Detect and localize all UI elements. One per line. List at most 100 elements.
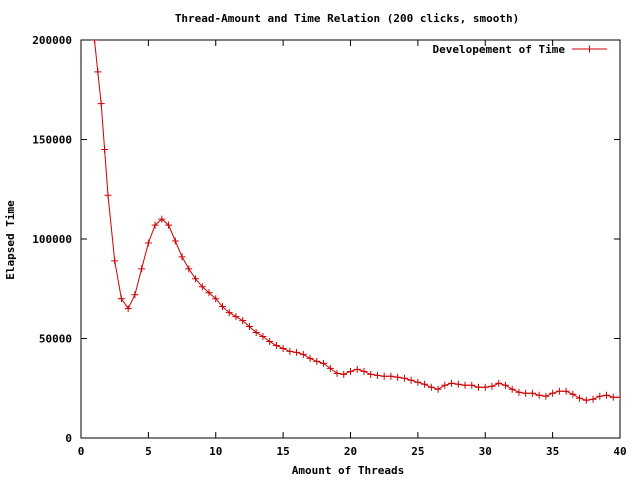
y-tick-label: 150000 [32,134,72,147]
data-point [266,337,274,345]
data-point [488,382,496,390]
y-tick-label: 0 [65,432,72,445]
data-point [158,215,166,223]
data-point [562,387,570,395]
x-tick-label: 10 [209,445,222,458]
data-point [320,359,328,367]
x-axis-label: Amount of Threads [292,464,405,477]
x-tick-label: 20 [344,445,357,458]
data-point [279,344,287,352]
chart-title: Thread-Amount and Time Relation (200 cli… [175,12,519,25]
data-point [259,333,267,341]
data-point [293,348,301,356]
data-point [192,275,200,283]
plot-area [90,40,620,404]
data-point [178,253,186,261]
data-point [347,367,354,375]
data-point [387,372,395,380]
data-point [313,357,321,365]
data-point [407,376,415,384]
data-point [373,371,381,379]
data-point [94,68,102,76]
data-point [576,394,584,402]
data-point [306,354,314,362]
data-point [522,389,530,397]
data-point [198,283,206,291]
y-tick-label: 100000 [32,233,72,246]
x-tick-label: 40 [613,445,626,458]
x-tick-label: 5 [145,445,152,458]
data-point [212,295,220,303]
data-point [448,379,456,387]
data-point [367,370,375,378]
data-point [90,40,98,44]
data-point [131,291,139,299]
data-point [171,237,179,245]
data-point [549,389,557,397]
data-point [596,392,604,400]
data-point [461,381,469,389]
axes: 0 5 10 15 20 25 30 35 40 0 50000 100000 150000 200000 [32,34,626,458]
data-point [151,221,159,229]
data-point [225,309,233,317]
data-point [360,367,368,375]
data-point [508,385,516,393]
data-point [394,373,402,381]
y-tick-label: 50000 [39,333,72,346]
data-point [340,370,348,378]
data-point [515,388,523,396]
data-point [239,317,247,325]
data-point [609,393,617,401]
data-point [111,257,119,265]
data-point [205,289,213,297]
x-tick-label: 30 [479,445,492,458]
series-line [94,40,620,401]
data-point [286,347,294,355]
data-point [555,387,563,395]
x-tick-label: 15 [277,445,290,458]
data-point [104,191,112,199]
y-tick-label: 200000 [32,34,72,47]
data-point [124,305,132,313]
data-point [616,393,620,401]
data-point [495,379,503,387]
data-point [138,265,146,273]
data-point [353,365,361,373]
data-point [97,100,105,108]
data-point [232,313,240,321]
data-point [218,303,226,311]
data-point [535,391,543,399]
data-point [468,381,476,389]
data-point [603,391,611,399]
data-point [117,295,125,303]
data-point [441,381,449,389]
data-point [589,395,597,403]
plot-border [80,39,621,439]
data-point [421,380,429,388]
data-point [272,341,280,349]
data-point [185,265,193,273]
data-point [101,145,109,153]
data-point [454,380,462,388]
x-tick-label: 35 [546,445,559,458]
data-point [569,390,577,398]
data-point [333,369,341,377]
data-point [245,323,253,331]
data-point [427,383,435,391]
data-point [299,350,307,358]
data-point [528,389,536,397]
x-tick-label: 0 [78,445,85,458]
x-tick-label: 25 [411,445,424,458]
data-point [400,374,408,382]
data-point [165,221,173,229]
data-point [414,378,422,386]
data-point [326,364,334,372]
data-point [481,383,489,391]
data-point [252,329,260,337]
y-axis-label: Elapsed Time [4,200,17,280]
data-point [380,372,388,380]
data-point [434,385,442,393]
legend-marker [586,45,593,53]
data-point [144,239,152,247]
